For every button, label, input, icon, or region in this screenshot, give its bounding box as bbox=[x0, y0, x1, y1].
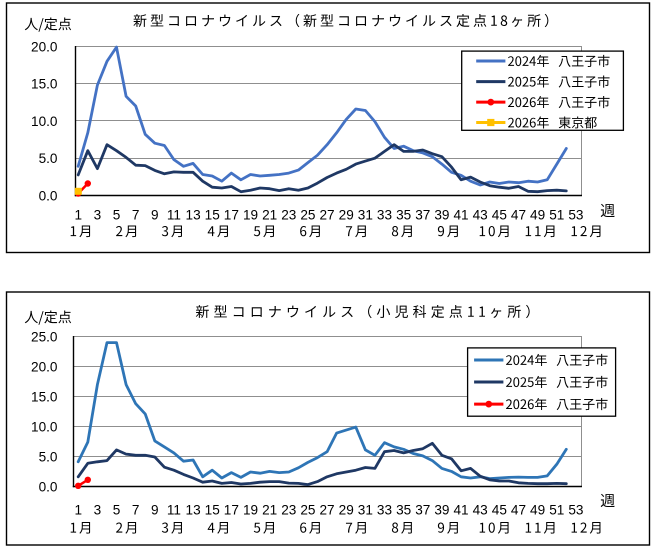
svg-text:39: 39 bbox=[434, 207, 449, 222]
svg-text:27: 27 bbox=[320, 207, 335, 222]
svg-text:9: 9 bbox=[151, 502, 159, 517]
svg-text:10.0: 10.0 bbox=[31, 114, 58, 129]
svg-text:1: 1 bbox=[74, 207, 82, 222]
svg-text:35: 35 bbox=[396, 502, 411, 517]
svg-text:13: 13 bbox=[186, 207, 201, 222]
svg-text:29: 29 bbox=[339, 207, 354, 222]
svg-text:7: 7 bbox=[132, 502, 140, 517]
svg-text:5.0: 5.0 bbox=[39, 151, 58, 166]
svg-text:43: 43 bbox=[473, 502, 488, 517]
svg-text:35: 35 bbox=[396, 207, 411, 222]
svg-text:47: 47 bbox=[511, 207, 526, 222]
svg-text:0.0: 0.0 bbox=[39, 479, 58, 494]
svg-text:5: 5 bbox=[113, 502, 121, 517]
svg-text:49: 49 bbox=[530, 502, 545, 517]
svg-text:15.0: 15.0 bbox=[31, 77, 58, 92]
svg-text:25.0: 25.0 bbox=[31, 329, 58, 344]
svg-text:7: 7 bbox=[132, 207, 140, 222]
svg-text:9: 9 bbox=[151, 207, 159, 222]
svg-text:10.0: 10.0 bbox=[31, 419, 58, 434]
svg-text:20.0: 20.0 bbox=[31, 39, 58, 54]
svg-text:17: 17 bbox=[224, 502, 239, 517]
svg-text:3: 3 bbox=[94, 207, 102, 222]
svg-text:49: 49 bbox=[530, 207, 545, 222]
svg-text:39: 39 bbox=[434, 502, 449, 517]
svg-text:29: 29 bbox=[339, 502, 354, 517]
svg-text:15: 15 bbox=[205, 502, 220, 517]
svg-text:19: 19 bbox=[243, 207, 258, 222]
svg-text:5: 5 bbox=[113, 207, 121, 222]
svg-text:13: 13 bbox=[186, 502, 201, 517]
svg-text:41: 41 bbox=[453, 502, 468, 517]
svg-text:47: 47 bbox=[511, 502, 526, 517]
svg-text:23: 23 bbox=[281, 207, 296, 222]
svg-text:43: 43 bbox=[473, 207, 488, 222]
svg-text:37: 37 bbox=[415, 502, 430, 517]
svg-text:21: 21 bbox=[262, 207, 277, 222]
svg-text:25: 25 bbox=[300, 502, 315, 517]
svg-text:33: 33 bbox=[377, 207, 392, 222]
svg-text:15.0: 15.0 bbox=[31, 389, 58, 404]
svg-text:25: 25 bbox=[300, 207, 315, 222]
svg-text:31: 31 bbox=[358, 207, 373, 222]
svg-text:3: 3 bbox=[94, 502, 102, 517]
svg-text:21: 21 bbox=[262, 502, 277, 517]
svg-text:45: 45 bbox=[492, 207, 507, 222]
svg-text:37: 37 bbox=[415, 207, 430, 222]
svg-text:19: 19 bbox=[243, 502, 258, 517]
svg-text:45: 45 bbox=[492, 502, 507, 517]
svg-text:27: 27 bbox=[320, 502, 335, 517]
svg-text:17: 17 bbox=[224, 207, 239, 222]
svg-text:33: 33 bbox=[377, 502, 392, 517]
svg-text:51: 51 bbox=[549, 207, 564, 222]
svg-text:11: 11 bbox=[167, 207, 181, 222]
svg-text:23: 23 bbox=[281, 502, 296, 517]
svg-text:0.0: 0.0 bbox=[39, 188, 58, 203]
svg-text:31: 31 bbox=[358, 502, 373, 517]
svg-text:15: 15 bbox=[205, 207, 220, 222]
svg-text:20.0: 20.0 bbox=[31, 359, 58, 374]
svg-text:51: 51 bbox=[549, 502, 564, 517]
svg-text:11: 11 bbox=[167, 502, 181, 517]
svg-text:53: 53 bbox=[568, 502, 583, 517]
svg-text:1: 1 bbox=[74, 502, 82, 517]
svg-text:53: 53 bbox=[568, 207, 583, 222]
svg-text:5.0: 5.0 bbox=[39, 449, 58, 464]
svg-text:41: 41 bbox=[453, 207, 468, 222]
